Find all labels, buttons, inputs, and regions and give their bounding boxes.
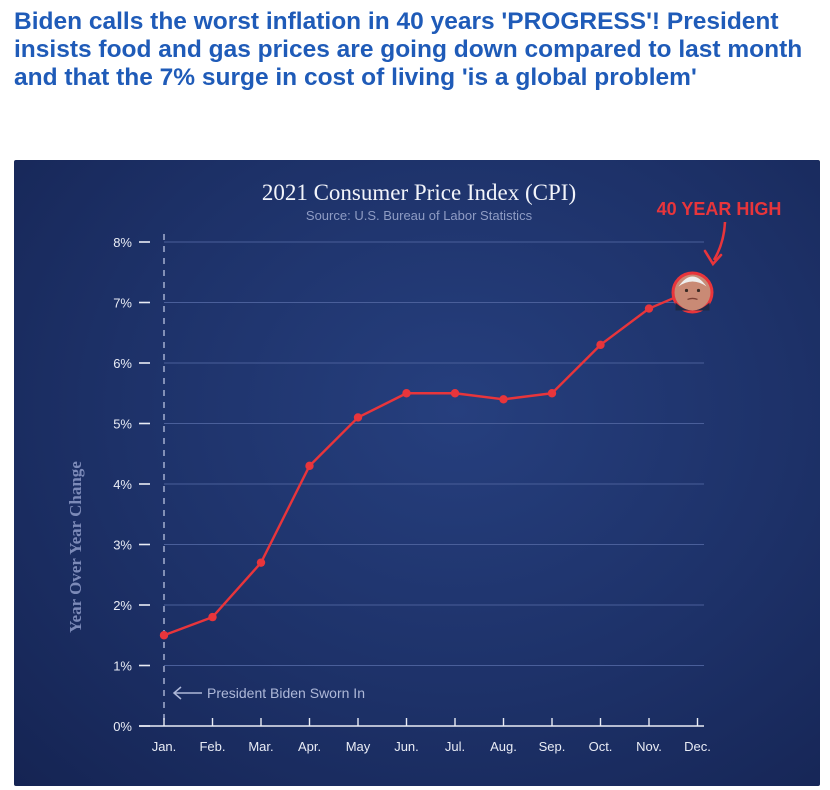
portrait-eye	[684, 288, 689, 293]
portrait-suit	[675, 302, 710, 311]
grid-lines	[164, 241, 704, 666]
y-tick-label: 3%	[113, 538, 132, 553]
y-tick-label: 1%	[113, 659, 132, 674]
x-tick-label: Jul.	[445, 739, 465, 754]
y-tick-label: 8%	[113, 235, 132, 250]
data-point	[305, 461, 314, 471]
data-point	[644, 304, 654, 313]
x-tick-label: Aug.	[490, 739, 517, 754]
y-tick-label: 2%	[113, 598, 132, 613]
data-point	[208, 612, 217, 622]
high-arrow-shaft	[712, 221, 727, 261]
y-tick-label: 6%	[113, 356, 132, 371]
data-point	[547, 389, 557, 398]
sworn-in-arrow-head	[172, 686, 182, 700]
cpi-series-line	[163, 295, 678, 637]
chart-panel: 2021 Consumer Price Index (CPI) Source: …	[14, 160, 820, 786]
portrait-eye	[696, 288, 701, 293]
x-tick-label: Oct.	[589, 739, 613, 754]
annotations: President Biden Sworn In 40 YEAR HIGH	[172, 199, 782, 701]
x-tick-label: Jan.	[152, 739, 177, 754]
x-tick-label: Dec.	[684, 739, 711, 754]
y-tick-label: 5%	[113, 417, 132, 432]
y-tick-label: 0%	[113, 719, 132, 734]
data-point	[596, 340, 605, 350]
y-tick-label: 7%	[113, 296, 132, 311]
data-point	[402, 389, 411, 398]
portrait-hair	[678, 276, 707, 287]
data-point	[353, 413, 363, 422]
data-point	[256, 558, 266, 567]
sworn-in-annotation: President Biden Sworn In	[207, 685, 365, 701]
y-tick-label: 4%	[113, 477, 132, 492]
x-tick-label: Jun.	[394, 739, 419, 754]
data-point	[499, 395, 508, 404]
chart-title: 2021 Consumer Price Index (CPI)	[262, 180, 576, 205]
series	[159, 295, 678, 640]
x-tick-label: Sep.	[539, 739, 566, 754]
x-tick-label: Mar.	[248, 739, 273, 754]
headline: Biden calls the worst inflation in 40 ye…	[14, 8, 803, 91]
portrait-mouth	[687, 297, 698, 301]
x-tick-label: Feb.	[199, 739, 225, 754]
x-tick-label: Nov.	[636, 739, 662, 754]
x-tick-label: Apr.	[298, 739, 321, 754]
y-axis-label: Year Over Year Change	[66, 461, 85, 633]
data-point	[450, 389, 460, 398]
axes: 0% 1% 2% 3% 4% 5% 6% 7% 8% Jan. Feb. Mar. Apr. May Jun…	[113, 234, 711, 754]
data-point	[159, 631, 169, 640]
chart-subtitle: Source: U.S. Bureau of Labor Statistics	[306, 208, 533, 223]
high-arrow-head	[703, 249, 723, 267]
x-tick-label: May	[346, 739, 371, 754]
forty-year-high-annotation: 40 YEAR HIGH	[657, 199, 782, 219]
cpi-line-chart: 2021 Consumer Price Index (CPI) Source: …	[66, 180, 782, 754]
